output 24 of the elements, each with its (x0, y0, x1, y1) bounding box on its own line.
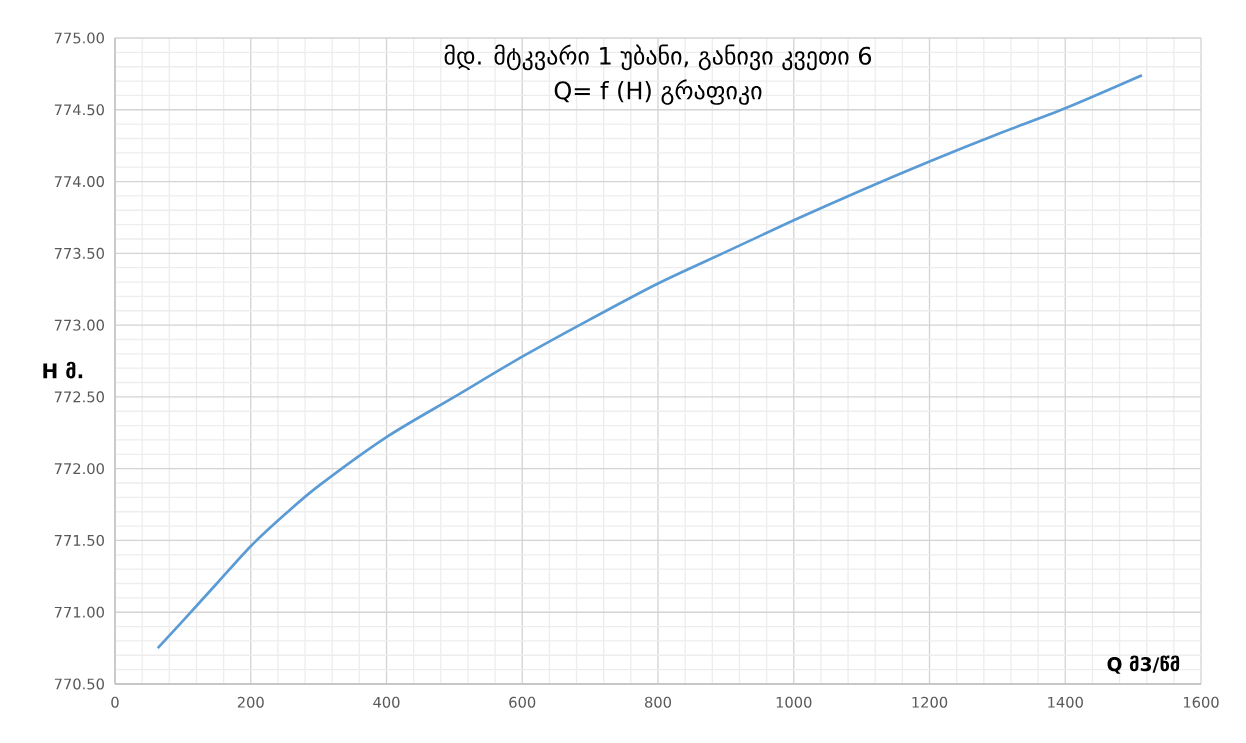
y-tick-label: 773.50 (54, 247, 104, 259)
y-tick-label: 774.00 (54, 176, 104, 188)
x-tick-label: 800 (645, 696, 672, 708)
y-tick-label: 771.50 (54, 534, 104, 546)
x-tick-label: 1200 (912, 696, 948, 708)
x-tick-label: 1600 (1183, 696, 1219, 708)
y-tick-label: 772.50 (54, 391, 104, 403)
x-axis-title: Q მ3/წმ (1107, 655, 1180, 674)
y-tick-label: 775.00 (54, 32, 104, 44)
line-series (156, 73, 1144, 650)
x-tick-label: 1000 (776, 696, 812, 708)
x-tick-label: 200 (237, 696, 264, 708)
y-tick-label: 770.50 (54, 678, 104, 690)
x-tick-label: 400 (373, 696, 400, 708)
y-tick-label: 773.00 (54, 319, 104, 331)
y-axis-title: H მ. (43, 361, 83, 379)
x-tick-label: 1400 (1048, 696, 1083, 708)
x-tick-label: 600 (509, 696, 536, 708)
text: Q= f (H) გრაფიკი (554, 79, 762, 105)
x-tick-label: 0 (111, 696, 119, 708)
y-tick-label: 772.00 (54, 463, 104, 475)
chart-title: მდ. მტკვარი 1 უბანი, განივი კვეთი 6 (444, 44, 872, 71)
y-tick-label: 771.00 (54, 606, 104, 618)
y-tick-label: 774.50 (54, 104, 104, 116)
